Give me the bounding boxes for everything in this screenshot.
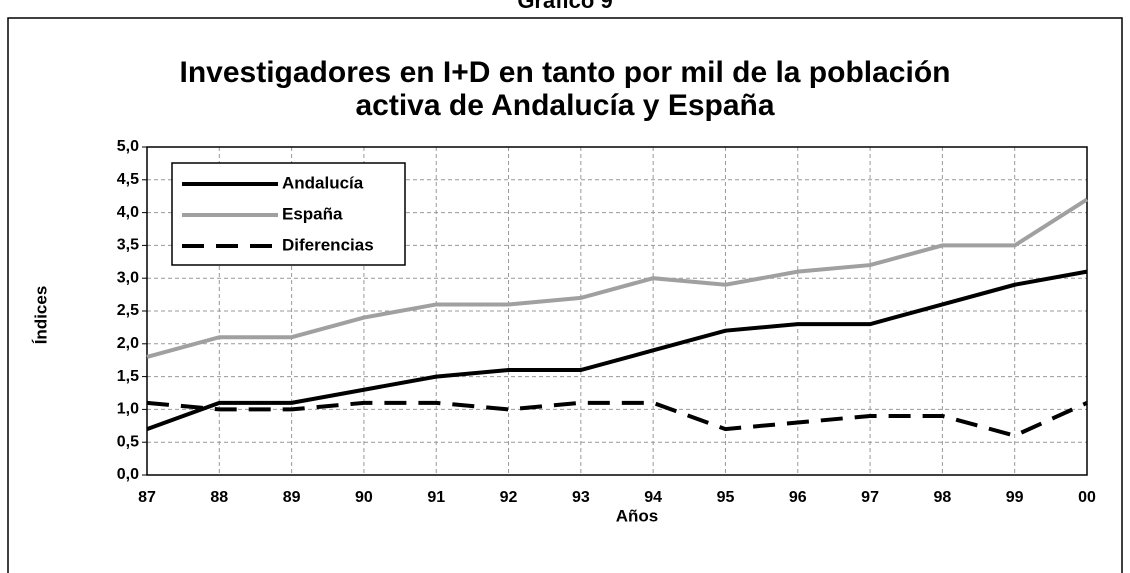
y-tick-label: 1,0	[117, 401, 139, 418]
legend-label: España	[282, 204, 343, 223]
x-axis-label: Años	[616, 506, 659, 525]
y-tick-label: 2,5	[117, 302, 139, 319]
series-line	[146, 197, 1089, 359]
x-tick-label: 99	[1006, 489, 1024, 506]
header: Gráfico 9	[517, 0, 612, 13]
x-tick-label: 94	[644, 489, 662, 506]
y-tick-label: 4,5	[117, 171, 139, 188]
x-tick-label: 96	[789, 489, 807, 506]
y-tick-label: 0,0	[117, 466, 139, 483]
x-tick-label: 98	[933, 489, 951, 506]
x-tick-label: 88	[210, 489, 228, 506]
x-tick-label: 00	[1078, 489, 1096, 506]
chart-title: activa de Andalucía y España	[355, 89, 774, 122]
y-tick-label: 0,5	[117, 433, 139, 450]
x-tick-label: 89	[283, 489, 301, 506]
y-tick-label: 3,5	[117, 237, 139, 254]
x-tick-label: 91	[427, 489, 445, 506]
y-tick-label: 4,0	[117, 204, 139, 221]
x-tick-label: 90	[355, 489, 373, 506]
chart-title: Investigadores en I+D en tanto por mil d…	[180, 56, 951, 89]
series-line	[146, 269, 1088, 431]
chart-frame	[7, 17, 1123, 573]
plot-area	[146, 146, 1088, 476]
y-tick-label: 2,0	[117, 335, 139, 352]
x-tick-label: 93	[572, 489, 590, 506]
y-tick-label: 5,0	[117, 138, 139, 155]
legend-label: Andalucía	[282, 173, 364, 192]
y-tick-label: 1,5	[117, 368, 139, 385]
legend-label: Diferencias	[282, 235, 374, 254]
x-tick-label: 92	[500, 489, 518, 506]
x-tick-label: 87	[138, 489, 156, 506]
y-tick-label: 3,0	[117, 269, 139, 286]
series-line	[146, 400, 1088, 438]
y-axis-label: Índices	[31, 286, 50, 345]
x-tick-label: 97	[861, 489, 879, 506]
x-tick-label: 95	[717, 489, 735, 506]
